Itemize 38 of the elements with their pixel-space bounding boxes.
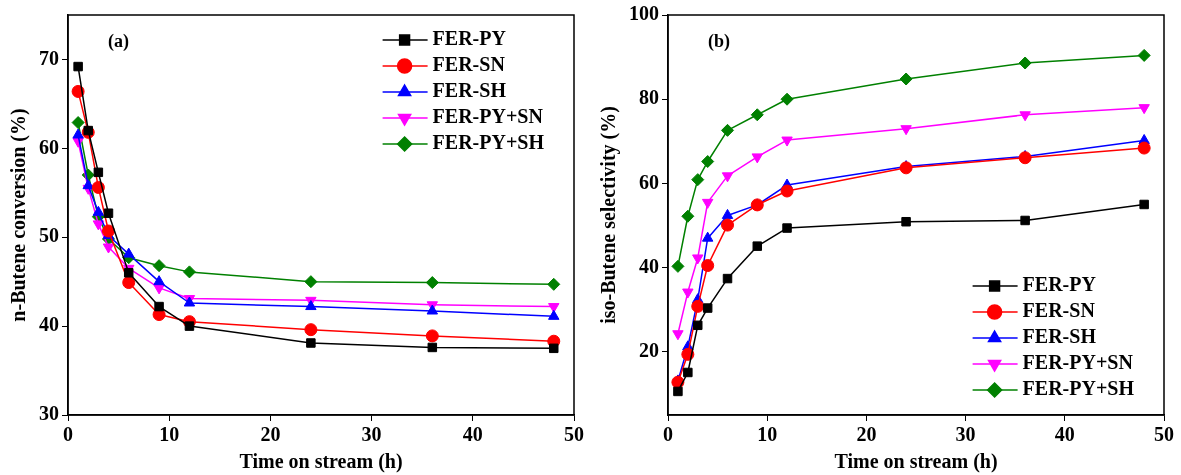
x-tick-label: 0 <box>663 423 673 446</box>
y-tick-label: 30 <box>39 402 59 425</box>
y-tick-label: 80 <box>639 86 659 109</box>
annotation: (b) <box>708 30 730 52</box>
legend-label: FER-SH <box>1022 325 1097 348</box>
legend-label: FER-PY <box>432 27 507 50</box>
y-tick-label: 70 <box>39 46 59 69</box>
y-tick-label: 40 <box>639 254 659 277</box>
y-axis-title: n-Butene conversion (%) <box>7 108 31 322</box>
legend-label: FER-PY+SN <box>1022 351 1134 374</box>
legend-label: FER-SN <box>432 53 506 76</box>
x-tick-label: 20 <box>856 423 877 446</box>
x-tick-label: 30 <box>361 423 382 446</box>
y-axis-title: iso-Butene selectivity (%) <box>597 106 621 324</box>
legend-label: FER-SN <box>1022 299 1096 322</box>
x-tick-label: 0 <box>63 423 73 446</box>
x-tick-label: 40 <box>1054 423 1075 446</box>
x-axis-title: Time on stream (h) <box>834 450 998 474</box>
y-tick-label: 20 <box>639 339 659 362</box>
legend-label: FER-PY <box>1022 273 1097 296</box>
x-tick-label: 50 <box>564 423 584 446</box>
legend-label: FER-PY+SH <box>432 131 545 154</box>
x-tick-label: 10 <box>757 423 778 446</box>
y-tick-label: 50 <box>39 224 59 247</box>
x-axis-title: Time on stream (h) <box>239 450 403 474</box>
y-tick-label: 100 <box>629 2 659 25</box>
x-tick-label: 50 <box>1154 423 1174 446</box>
legend-label: FER-PY+SH <box>1022 377 1135 400</box>
x-tick-label: 20 <box>260 423 281 446</box>
y-tick-label: 60 <box>639 170 659 193</box>
x-tick-label: 40 <box>462 423 483 446</box>
y-tick-label: 60 <box>39 135 59 158</box>
annotation: (a) <box>108 30 129 52</box>
x-tick-label: 30 <box>955 423 976 446</box>
legend-label: FER-PY+SN <box>432 105 544 128</box>
y-tick-label: 40 <box>39 313 59 336</box>
legend-label: FER-SH <box>432 79 507 102</box>
x-tick-label: 10 <box>159 423 180 446</box>
